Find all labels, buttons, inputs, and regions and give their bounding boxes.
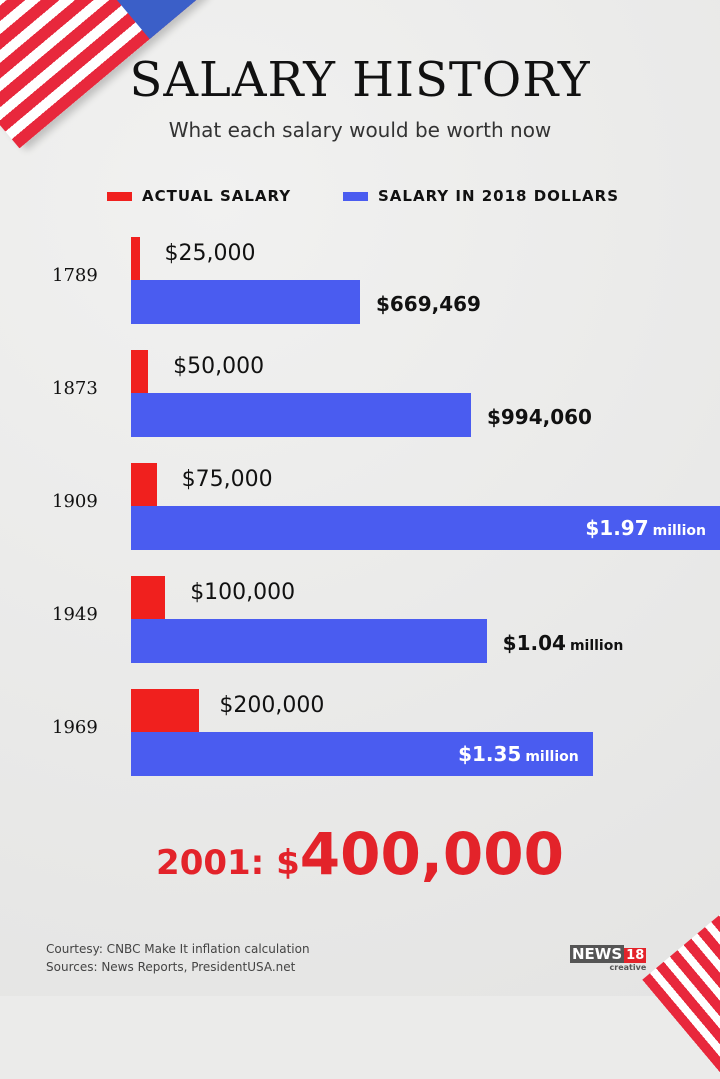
news18-logo: NEWS 18 creative <box>570 944 647 972</box>
year-label: 1789 <box>52 265 98 286</box>
bar-actual <box>131 350 149 393</box>
label-adjusted: $669,469 <box>376 292 481 316</box>
footer-credits: Courtesy: CNBC Make It inflation calcula… <box>46 940 310 976</box>
year-label: 1873 <box>52 378 98 399</box>
year-label: 1909 <box>52 491 98 512</box>
bar-actual <box>131 463 157 506</box>
label-adjusted: $1.35 million <box>458 742 579 766</box>
bar-adjusted <box>131 619 487 663</box>
highlight-value: 400,000 <box>299 820 564 888</box>
legend-label-adjusted: SALARY IN 2018 DOLLARS <box>378 187 620 205</box>
legend-swatch-adjusted <box>343 191 368 201</box>
label-actual: $100,000 <box>190 580 296 605</box>
label-adjusted-unit: million <box>525 749 579 765</box>
chart-title: SALARY HISTORY <box>129 52 591 108</box>
year-label: 1969 <box>52 717 98 738</box>
label-adjusted-unit: million <box>652 523 706 539</box>
bar-adjusted <box>131 280 360 324</box>
bar-actual <box>131 689 200 732</box>
highlight-2001-salary: 2001: $400,000 <box>0 820 720 888</box>
label-adjusted: $1.97 million <box>585 516 706 540</box>
label-adjusted-value: $1.04 <box>502 631 566 655</box>
bar-actual <box>131 576 166 619</box>
label-adjusted: $1.04 million <box>503 631 624 655</box>
label-actual: $75,000 <box>181 467 273 492</box>
legend-label-actual: ACTUAL SALARY <box>142 187 292 205</box>
bar-adjusted <box>131 393 471 437</box>
sources-text: Sources: News Reports, PresidentUSA.net <box>46 960 296 974</box>
logo-number: 18 <box>624 948 647 963</box>
logo-sub: creative <box>609 963 647 972</box>
paper-background <box>0 0 720 996</box>
legend-swatch-actual <box>107 191 132 201</box>
bar-adjusted <box>131 506 720 550</box>
highlight-prefix: 2001: $ <box>156 843 300 883</box>
label-actual: $50,000 <box>173 354 265 379</box>
year-label: 1949 <box>52 604 98 625</box>
label-actual: $25,000 <box>164 241 256 266</box>
label-adjusted-value: $1.97 <box>585 516 649 540</box>
legend-item-adjusted: SALARY IN 2018 DOLLARS <box>343 187 619 205</box>
bar-actual <box>131 237 140 280</box>
label-adjusted-value: $1.35 <box>458 742 522 766</box>
label-adjusted-value: $669,469 <box>375 292 481 316</box>
courtesy-text: Courtesy: CNBC Make It inflation calcula… <box>46 942 310 956</box>
chart-subtitle: What each salary would be worth now <box>168 118 552 142</box>
legend-item-actual: ACTUAL SALARY <box>107 187 291 205</box>
label-adjusted-unit: million <box>569 638 624 654</box>
bar-adjusted <box>131 732 593 776</box>
logo-name: NEWS <box>570 945 625 963</box>
label-adjusted: $994,060 <box>487 405 592 429</box>
label-adjusted-value: $994,060 <box>486 405 592 429</box>
label-actual: $200,000 <box>219 693 325 718</box>
